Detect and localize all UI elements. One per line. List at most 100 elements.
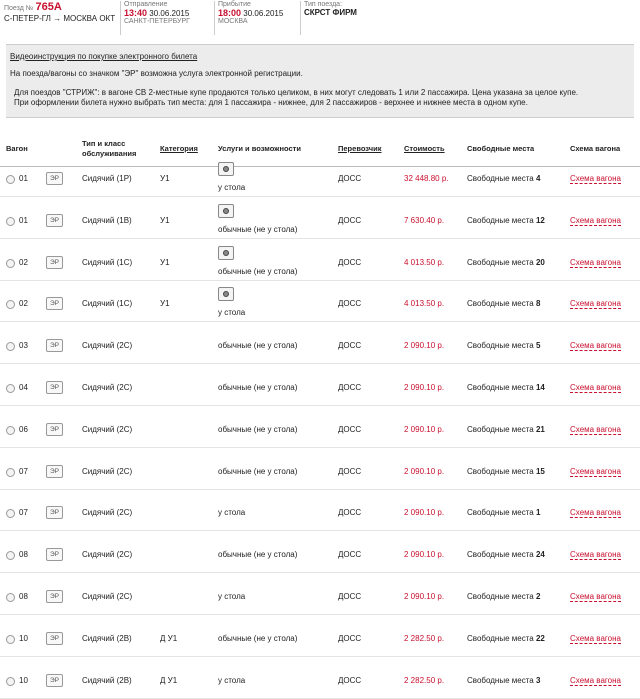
car-number: 01 — [19, 215, 28, 225]
er-badge-icon: ЭР — [46, 464, 63, 478]
select-radio[interactable] — [6, 676, 15, 686]
scheme-link[interactable]: Схема вагона — [570, 174, 621, 184]
table-row[interactable]: 04 ЭР Сидячий (2С) обычные (не у стола) ДОСС… — [0, 363, 640, 406]
scheme-link[interactable]: Схема вагона — [570, 383, 621, 393]
scheme-link[interactable]: Схема вагона — [570, 341, 621, 352]
info-notice: Видеоинструкция по покупке электронного … — [6, 44, 634, 118]
service-desc: у стола — [218, 508, 246, 518]
service-desc: обычные (не у стола) — [218, 341, 298, 351]
free-seats-count: 4 — [535, 174, 541, 183]
table-row[interactable]: 06 ЭР Сидячий (2С) обычные (не у стола) ДОСС… — [0, 405, 640, 448]
car-number: 06 — [19, 424, 28, 434]
select-radio[interactable] — [6, 300, 15, 310]
col-type-class-1: Тип и класс — [82, 139, 126, 148]
table-row[interactable]: 02 ЭР Сидячий (1С) У1 у стола ДОСС 4 013.50 р.… — [0, 279, 640, 323]
select-radio[interactable] — [6, 342, 15, 352]
table-row[interactable]: 01 ЭР Сидячий (1Р) У1 у стола ДОСС 32 448.80 р… — [0, 154, 640, 197]
car-type: Сидячий (2С) — [82, 592, 133, 601]
car-number: 07 — [19, 508, 28, 518]
carrier-name: ДОСС — [338, 550, 362, 560]
table-row[interactable]: 07 ЭР Сидячий (2С) обычные (не у стола) ДОСС… — [0, 447, 640, 490]
car-number: 02 — [19, 257, 28, 267]
carrier-name: ДОСС — [338, 466, 362, 476]
car-number: 10 — [19, 633, 28, 643]
car-type: Сидячий (2С) — [82, 508, 133, 518]
free-seats-count: 24 — [535, 550, 545, 560]
scheme-link[interactable]: Схема вагона — [570, 466, 621, 477]
free-seats-count: 14 — [535, 383, 545, 392]
car-category: У1 — [160, 299, 170, 309]
departure-time: 13:40 — [124, 8, 148, 18]
car-type: Сидячий (2С) — [82, 424, 133, 434]
select-radio[interactable] — [6, 593, 15, 602]
scheme-link[interactable]: Схема вагона — [570, 633, 621, 644]
service-desc: обычные (не у стола) — [218, 266, 298, 276]
er-badge-icon: ЭР — [46, 631, 63, 645]
scheme-link[interactable]: Схема вагона — [570, 257, 621, 268]
table-row[interactable]: 02 ЭР Сидячий (1С) У1 обычные (не у стола) ДО… — [0, 238, 640, 281]
departure-station: САНКТ-ПЕТЕРБУРГ — [124, 18, 190, 25]
seat-service-icon — [218, 287, 234, 302]
table-row[interactable]: 10 ЭР Сидячий (2В) Д У1 обычные (не у стола)… — [0, 614, 640, 657]
car-number: 03 — [19, 341, 28, 351]
col-price[interactable]: Стоимость — [404, 144, 445, 153]
select-radio[interactable] — [6, 467, 15, 477]
select-radio[interactable] — [6, 634, 15, 644]
video-instruction-link[interactable]: Видеоинструкция по покупке электронного … — [10, 52, 198, 61]
table-row[interactable]: 03 ЭР Сидячий (2С) обычные (не у стола) ДОСС… — [0, 321, 640, 365]
car-number: 08 — [19, 550, 28, 560]
arrival-station: МОСКВА — [218, 18, 248, 25]
table-row[interactable]: 01 ЭР Сидячий (1В) У1 обычные (не у стола) ДО… — [0, 196, 640, 239]
scheme-link[interactable]: Схема вагона — [570, 215, 621, 226]
car-type: Сидячий (1С) — [82, 299, 133, 309]
car-number: 10 — [19, 675, 28, 685]
car-type: Сидячий (1В) — [82, 215, 132, 225]
car-number: 04 — [19, 383, 28, 392]
col-type-class-2: обслуживания — [82, 149, 137, 158]
train-info: Поезд № 765А С-ПЕТЕР-ГЛ → МОСКВА ОКТ — [4, 1, 115, 23]
er-badge-icon: ЭР — [46, 255, 63, 269]
free-seats: Свободные места 3 — [467, 676, 540, 685]
free-seats: Свободные места 22 — [467, 634, 545, 643]
scheme-link[interactable]: Схема вагона — [570, 592, 621, 602]
car-type: Сидячий (2В) — [82, 633, 132, 643]
free-seats: Свободные места 14 — [467, 383, 545, 392]
select-radio[interactable] — [6, 551, 15, 561]
carrier-name: ДОСС — [338, 675, 362, 685]
carrier-name: ДОСС — [338, 424, 362, 434]
col-category[interactable]: Категория — [160, 144, 198, 153]
free-seats-label: Свободные места — [467, 592, 534, 601]
table-row[interactable]: 08 ЭР Сидячий (2С) обычные (не у стола) ДОСС… — [0, 530, 640, 574]
er-badge-icon: ЭР — [46, 548, 63, 562]
price-value: 2 090.10 р. — [404, 592, 445, 601]
arrival-time: 18:00 — [218, 8, 242, 18]
select-radio[interactable] — [6, 175, 15, 184]
scheme-link[interactable]: Схема вагона — [570, 675, 621, 686]
table-row[interactable]: 07 ЭР Сидячий (2С) у стола ДОСС 2 090.10 р. Св… — [0, 488, 640, 532]
table-row[interactable]: 10 ЭР Сидячий (2В) Д У1 у стола ДОСС 2 282.50 … — [0, 656, 640, 699]
free-seats-count: 8 — [535, 299, 541, 309]
free-seats-label: Свободные места — [467, 383, 534, 392]
col-carrier[interactable]: Перевозчик — [338, 144, 382, 153]
free-seats: Свободные места 21 — [467, 425, 545, 434]
carrier-name: ДОСС — [338, 257, 362, 267]
route-from: С-ПЕТЕР-ГЛ — [4, 14, 51, 23]
free-seats-label: Свободные места — [467, 633, 534, 643]
free-seats: Свободные места 5 — [467, 341, 540, 350]
select-radio[interactable] — [6, 384, 15, 393]
scheme-link[interactable]: Схема вагона — [570, 550, 621, 561]
route-arrow: → — [53, 14, 62, 23]
scheme-link[interactable]: Схема вагона — [570, 508, 621, 519]
free-seats-label: Свободные места — [467, 466, 534, 476]
scheme-link[interactable]: Схема вагона — [570, 299, 621, 310]
select-radio[interactable] — [6, 216, 15, 226]
free-seats-label: Свободные места — [467, 299, 534, 309]
er-badge-icon: ЭР — [46, 381, 63, 394]
select-radio[interactable] — [6, 258, 15, 268]
scheme-link[interactable]: Схема вагона — [570, 424, 621, 435]
car-type: Сидячий (2С) — [82, 550, 133, 560]
select-radio[interactable] — [6, 425, 15, 435]
table-row[interactable]: 08 ЭР Сидячий (2С) у стола ДОСС 2 090.10 р. Св… — [0, 572, 640, 615]
er-badge-icon: ЭР — [46, 172, 63, 185]
select-radio[interactable] — [6, 509, 15, 519]
